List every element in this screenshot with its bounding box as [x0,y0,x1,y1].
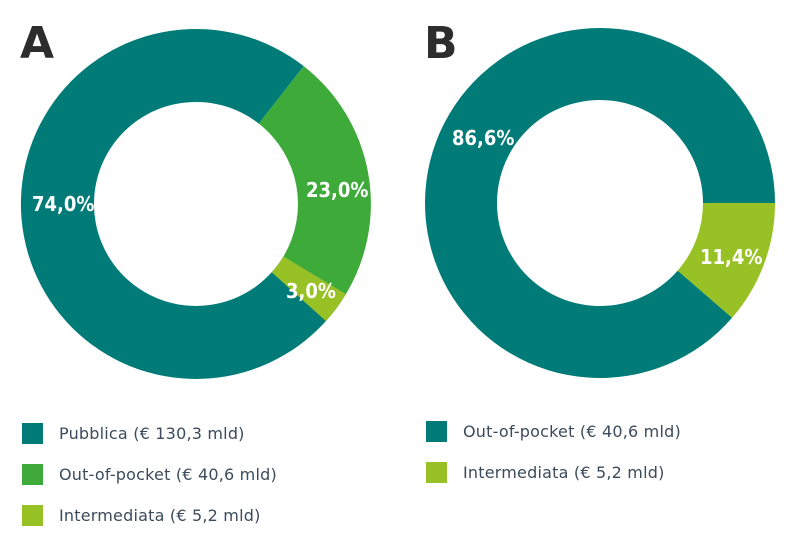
slice-b-out-of-pocket [424,28,775,379]
panel-b-label: B [424,18,458,69]
legend-item-out-of-pocket: Out-of-pocket (€ 40,6 mld) [426,420,681,442]
slice-label-a-intermediata: 3,0% [286,279,336,303]
legend-label: Out-of-pocket (€ 40,6 mld) [463,421,681,441]
legend-item-intermediata: Intermediata (€ 5,2 mld) [22,504,277,526]
slice-label-b-intermediata: 11,4% [700,245,762,269]
legend-swatch-icon [426,461,447,483]
legend-label: Out-of-pocket (€ 40,6 mld) [59,464,277,484]
slice-a-intermediata [271,256,346,322]
legend-swatch-icon [22,463,43,485]
donut-b: 86,6% 11,4% [424,28,775,379]
legend-label: Pubblica (€ 130,3 mld) [59,423,245,443]
donut-charts: 74,0% 23,0% 3,0% 86,6% 11,4% [20,28,775,379]
legend-b: Out-of-pocket (€ 40,6 mld) Intermediata … [426,420,681,503]
donut-a: 74,0% 23,0% 3,0% [20,28,371,379]
slice-label-a-pubblica: 74,0% [32,192,94,216]
legend-item-out-of-pocket: Out-of-pocket (€ 40,6 mld) [22,463,277,485]
slice-b-intermediata [677,203,775,318]
slice-label-a-out-of-pocket: 23,0% [306,178,368,202]
legend-a: Pubblica (€ 130,3 mld) Out-of-pocket (€ … [22,422,277,546]
legend-swatch-icon [426,420,447,442]
panel-a-label: A [20,18,55,69]
slice-label-b-out-of-pocket: 86,6% [452,126,514,150]
slice-a-out-of-pocket [258,66,371,295]
legend-item-pubblica: Pubblica (€ 130,3 mld) [22,422,277,444]
legend-item-intermediata: Intermediata (€ 5,2 mld) [426,461,681,483]
slice-a-pubblica [20,28,346,379]
legend-label: Intermediata (€ 5,2 mld) [463,462,665,482]
legend-swatch-icon [22,422,43,444]
legend-swatch-icon [22,504,43,526]
legend-label: Intermediata (€ 5,2 mld) [59,505,261,525]
